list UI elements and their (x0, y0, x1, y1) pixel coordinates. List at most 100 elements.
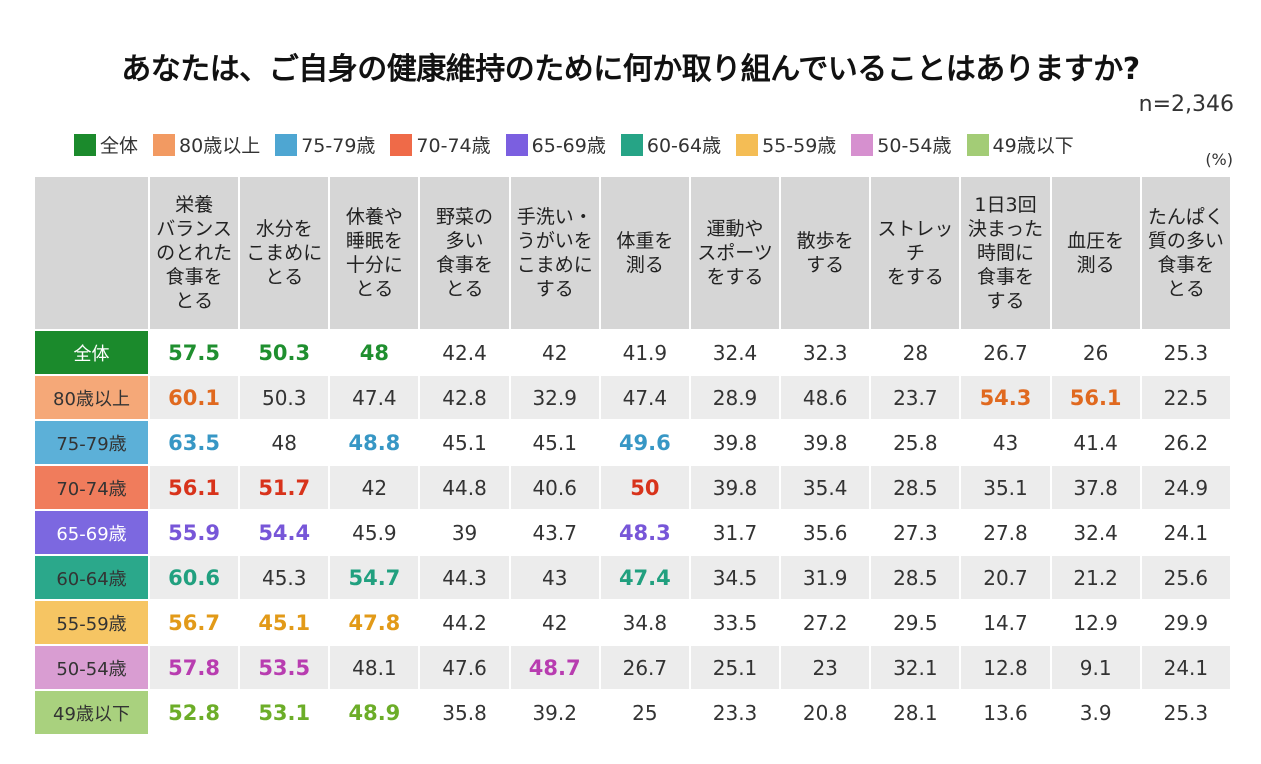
cell: 25.8 (869, 419, 962, 466)
cell: 56.1 (147, 464, 241, 511)
legend-item: 55-59歳 (736, 131, 836, 158)
cell: 12.8 (959, 644, 1052, 691)
cell: 47.4 (598, 374, 691, 421)
cell: 45.9 (328, 509, 421, 556)
cell: 48.1 (328, 644, 421, 691)
cell: 57.5 (147, 329, 241, 376)
cell: 42.8 (418, 374, 511, 421)
row: 55-59歳 56.7 45.1 47.8 44.2 42 34.8 33.5 27.2 29.5… (33, 599, 1233, 646)
cell: 52.8 (147, 689, 241, 736)
cell: 26 (1049, 329, 1142, 376)
legend-item: 70-74歳 (390, 131, 491, 158)
legend-item: 49歳以下 (966, 131, 1074, 158)
cell: 23.3 (688, 689, 782, 736)
cell: 34.5 (688, 554, 782, 601)
cell: 53.5 (238, 644, 331, 691)
cell: 28 (869, 329, 962, 376)
cell: 44.2 (418, 599, 511, 646)
cell: 32.3 (779, 329, 872, 376)
cell: 23 (779, 644, 872, 691)
legend-swatch (390, 133, 413, 156)
cell: 48.6 (779, 374, 872, 421)
cell: 27.2 (779, 599, 872, 646)
legend-swatch (620, 133, 643, 156)
cell: 27.8 (959, 509, 1052, 556)
cell: 45.1 (238, 599, 331, 646)
cell: 20.8 (779, 689, 872, 736)
cell: 31.9 (779, 554, 872, 601)
cell: 54.4 (238, 509, 331, 556)
cell: 50 (598, 464, 691, 511)
legend-item: 60-64歳 (620, 131, 721, 158)
cell: 28.5 (869, 554, 962, 601)
cell: 42 (508, 329, 601, 376)
cell: 35.1 (959, 464, 1052, 511)
legend-label: 75-79歳 (301, 135, 376, 157)
cell: 3.9 (1049, 689, 1142, 736)
legend-label: 65-69歳 (531, 135, 606, 157)
cell: 44.8 (418, 464, 511, 511)
column-header: 野菜の 多い 食事を とる (418, 175, 511, 331)
legend: 全体 80歳以上 75-79歳 70-74歳 65-69歳 60-64歳 55-59歳 50-… (74, 131, 1089, 158)
cell: 25.3 (1139, 329, 1233, 376)
row-label: 50-54歳 (33, 644, 150, 691)
row: 60-64歳 60.6 45.3 54.7 44.3 43 47.4 34.5 31.9 28.5… (33, 554, 1233, 601)
row: 70-74歳 56.1 51.7 42 44.8 40.6 50 39.8 35.4 28.5 35… (33, 464, 1233, 511)
legend-swatch (505, 133, 528, 156)
column-header: たんぱく 質の多い 食事を とる (1139, 175, 1233, 331)
legend-swatch (966, 133, 989, 156)
cell: 35.8 (418, 689, 511, 736)
cell: 39 (418, 509, 511, 556)
cell: 9.1 (1049, 644, 1142, 691)
cell: 39.8 (779, 419, 872, 466)
cell: 26.7 (598, 644, 691, 691)
cell: 21.2 (1049, 554, 1142, 601)
cell: 31.7 (688, 509, 782, 556)
legend-item: 65-69歳 (505, 131, 606, 158)
cell: 45.1 (418, 419, 511, 466)
cell: 24.9 (1139, 464, 1233, 511)
cell: 14.7 (959, 599, 1052, 646)
cell: 13.6 (959, 689, 1052, 736)
cell: 28.1 (869, 689, 962, 736)
column-header: 手洗い・ うがいを こまめに する (508, 175, 601, 331)
row-label: 全体 (33, 329, 150, 376)
cell: 26.2 (1139, 419, 1233, 466)
row-label: 80歳以上 (33, 374, 150, 421)
cell: 33.5 (688, 599, 782, 646)
column-header: 散歩を する (779, 175, 872, 331)
cell: 54.3 (959, 374, 1052, 421)
cell: 35.4 (779, 464, 872, 511)
legend-item: 75-79歳 (275, 131, 375, 158)
cell: 25.6 (1139, 554, 1233, 601)
legend-swatch (153, 133, 176, 156)
cell: 23.7 (869, 374, 962, 421)
cell: 26.7 (959, 329, 1052, 376)
column-header: 休養や 睡眠を 十分に とる (328, 175, 421, 331)
row-label: 49歳以下 (33, 689, 150, 736)
legend-swatch (851, 133, 874, 156)
cell: 44.3 (418, 554, 511, 601)
cell: 60.6 (147, 554, 241, 601)
row: 49歳以下 52.8 53.1 48.9 35.8 39.2 25 23.3 20.8 28.1 1… (33, 689, 1233, 736)
cell: 24.1 (1139, 509, 1233, 556)
column-header: 1日3回 決まった 時間に 食事を する (959, 175, 1052, 331)
cell: 32.4 (688, 329, 782, 376)
cell: 48.8 (328, 419, 421, 466)
legend-label: 70-74歳 (416, 135, 491, 157)
legend-item: 全体 (74, 131, 138, 158)
cell: 41.9 (598, 329, 691, 376)
cell: 42 (328, 464, 421, 511)
row-label: 75-79歳 (33, 419, 150, 466)
cell: 43 (959, 419, 1052, 466)
cell: 48.7 (508, 644, 601, 691)
cell: 37.8 (1049, 464, 1142, 511)
cell: 29.9 (1139, 599, 1233, 646)
cell: 53.1 (238, 689, 331, 736)
legend-swatch (736, 133, 759, 156)
legend-item: 80歳以上 (153, 131, 260, 158)
cell: 39.8 (688, 419, 782, 466)
legend-swatch (275, 133, 298, 156)
row-label: 60-64歳 (33, 554, 150, 601)
